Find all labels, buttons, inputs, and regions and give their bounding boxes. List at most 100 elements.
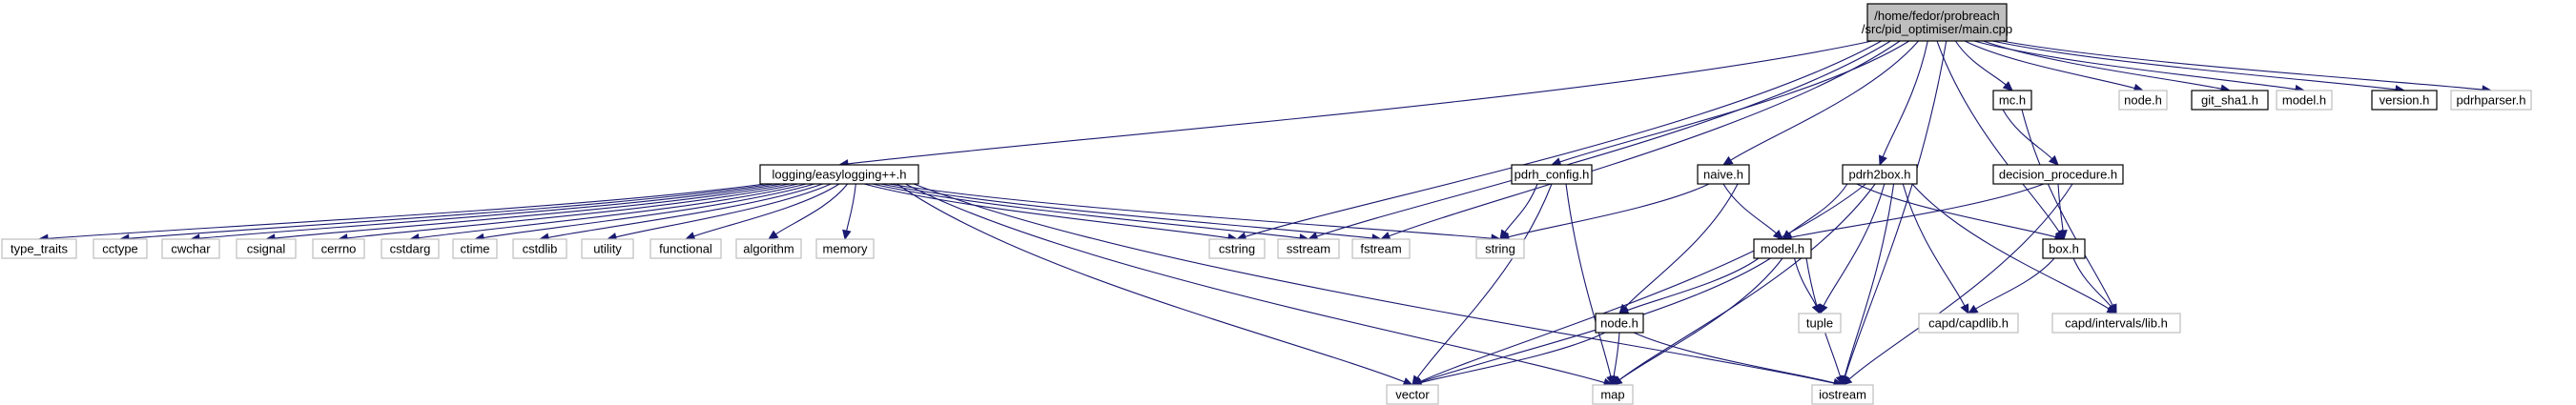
- edge-arrowhead: [2107, 303, 2117, 314]
- edge-easylogging-to-cstdarg: [408, 183, 807, 243]
- edge-line: [2001, 40, 2483, 91]
- node-label: cctype: [102, 242, 138, 256]
- node-intervals: capd/intervals/lib.h: [2051, 313, 2181, 334]
- edge-line: [1627, 257, 1760, 312]
- node-label: algorithm: [743, 242, 793, 256]
- node-box: [1, 238, 77, 259]
- node-box: [452, 238, 498, 259]
- edge-main-to-box: [1936, 40, 2065, 241]
- edge-line: [872, 183, 1301, 239]
- edge-line: [1316, 40, 1891, 237]
- node-box: [1798, 313, 1842, 334]
- edge-line: [2002, 109, 2053, 160]
- edge-pdrh2box-to-vector: [1411, 183, 1866, 386]
- edge-line: [1992, 40, 2397, 91]
- edge-line: [2072, 257, 2112, 308]
- node-label: fstream: [1360, 242, 1401, 256]
- edge-easylogging-to-algorithm: [767, 183, 849, 240]
- edge-line: [905, 183, 1605, 384]
- node-mc[interactable]: mc.h: [1992, 90, 2032, 111]
- node-box: [1277, 238, 1340, 259]
- node-pdrh-config[interactable]: pdrh_config.h: [1511, 164, 1593, 185]
- edge-main-to-pdrhparser: [2001, 40, 2493, 94]
- node-csignal: csignal: [236, 238, 297, 259]
- edge-main-to-easylogging: [837, 40, 1873, 169]
- node-main[interactable]: /home/fedor/probreach/src/pid_optimiser/…: [1862, 3, 2012, 42]
- edge-line: [1722, 183, 1777, 234]
- edge-arrowhead: [767, 230, 779, 240]
- edge-pdrh2box-to-iostream: [1840, 183, 1895, 387]
- node-easylogging[interactable]: logging/easylogging++.h: [759, 164, 919, 185]
- node-box: [1753, 238, 1812, 259]
- edge-line: [888, 183, 1493, 239]
- node-naive[interactable]: naive.h: [1697, 164, 1750, 185]
- edge-pdrh2box-to-intervals: [1911, 183, 2118, 314]
- edge-arrowhead: [1819, 303, 1828, 315]
- node-box: [581, 238, 634, 259]
- node-model[interactable]: model.h: [1753, 238, 1812, 259]
- edge-line: [1793, 257, 1817, 307]
- node-label: type_traits: [10, 242, 68, 256]
- edge-line: [1245, 40, 1882, 237]
- edge-arrowhead: [2002, 81, 2013, 91]
- node-cstring: cstring: [1208, 238, 1266, 259]
- edge-line: [1844, 40, 1947, 377]
- node-version[interactable]: version.h: [2371, 90, 2438, 111]
- graph-edges: [37, 40, 2493, 388]
- edge-arrowhead: [1402, 377, 1414, 386]
- node-cstdlib: cstdlib: [512, 238, 567, 259]
- edge-easylogging-to-memory: [842, 183, 856, 241]
- edge-arrowhead: [1721, 155, 1734, 166]
- edge-line: [418, 183, 807, 239]
- edge-line: [1508, 183, 1710, 238]
- node-type-traits: type_traits: [1, 238, 77, 259]
- node-label: /home/fedor/probreach: [1874, 9, 2000, 23]
- edge-easylogging-to-type_traits: [37, 183, 766, 244]
- node-pdrh2box[interactable]: pdrh2box.h: [1842, 164, 1918, 185]
- edge-line: [693, 183, 840, 237]
- edge-main-to-cstring: [1235, 40, 1882, 241]
- node-box: [2042, 238, 2086, 259]
- node-box: [512, 238, 567, 259]
- node-box[interactable]: box.h: [2042, 238, 2086, 259]
- edge-line: [198, 183, 782, 239]
- node-cwchar: cwchar: [161, 238, 220, 259]
- node-cstdarg: cstdarg: [381, 238, 440, 259]
- node-memory: memory: [815, 238, 875, 259]
- node-label: csignal: [247, 242, 286, 256]
- edge-main-to-sstream: [1307, 40, 1891, 241]
- node-label: iostream: [1819, 388, 1866, 402]
- node-box: [1866, 3, 2008, 42]
- edge-pdrh2box-to-box: [1856, 183, 2066, 242]
- node-model-top: model.h: [2276, 90, 2333, 111]
- edge-line: [1504, 183, 1538, 233]
- edge-line: [1565, 183, 1612, 377]
- edge-line: [1823, 183, 1886, 307]
- edge-model-to-tuple: [1793, 257, 1821, 315]
- node-label: mc.h: [1999, 93, 2026, 108]
- node-box: [93, 238, 148, 259]
- node-label: decision_procedure.h: [1999, 168, 2117, 182]
- node-box: [381, 238, 440, 259]
- node-box: [2450, 90, 2532, 111]
- node-box: [161, 238, 220, 259]
- edge-line: [1790, 183, 2045, 238]
- edge-line: [2057, 183, 2064, 232]
- node-label: version.h: [2380, 93, 2430, 108]
- edge-mc-to-decision_procedure: [2002, 109, 2059, 166]
- node-decision-procedure[interactable]: decision_procedure.h: [1992, 164, 2124, 185]
- edge-pdrh_config-to-vector: [1412, 183, 1553, 387]
- node-git-sha1[interactable]: git_sha1.h: [2191, 90, 2269, 111]
- edge-main-to-pdrh2box: [1878, 40, 1928, 167]
- edge-pdrh_config-to-map: [1565, 183, 1616, 387]
- edge-line: [1973, 40, 2297, 91]
- edge-naive-to-node: [1618, 183, 1739, 314]
- node-box: [1351, 238, 1411, 259]
- node-sstream: sstream: [1277, 238, 1340, 259]
- edge-main-to-model_top: [1973, 40, 2306, 94]
- node-functional: functional: [649, 238, 722, 259]
- node-map: map: [1592, 384, 1634, 405]
- edge-decision_procedure-to-box: [2057, 183, 2068, 241]
- node-node[interactable]: node.h: [1595, 313, 1644, 334]
